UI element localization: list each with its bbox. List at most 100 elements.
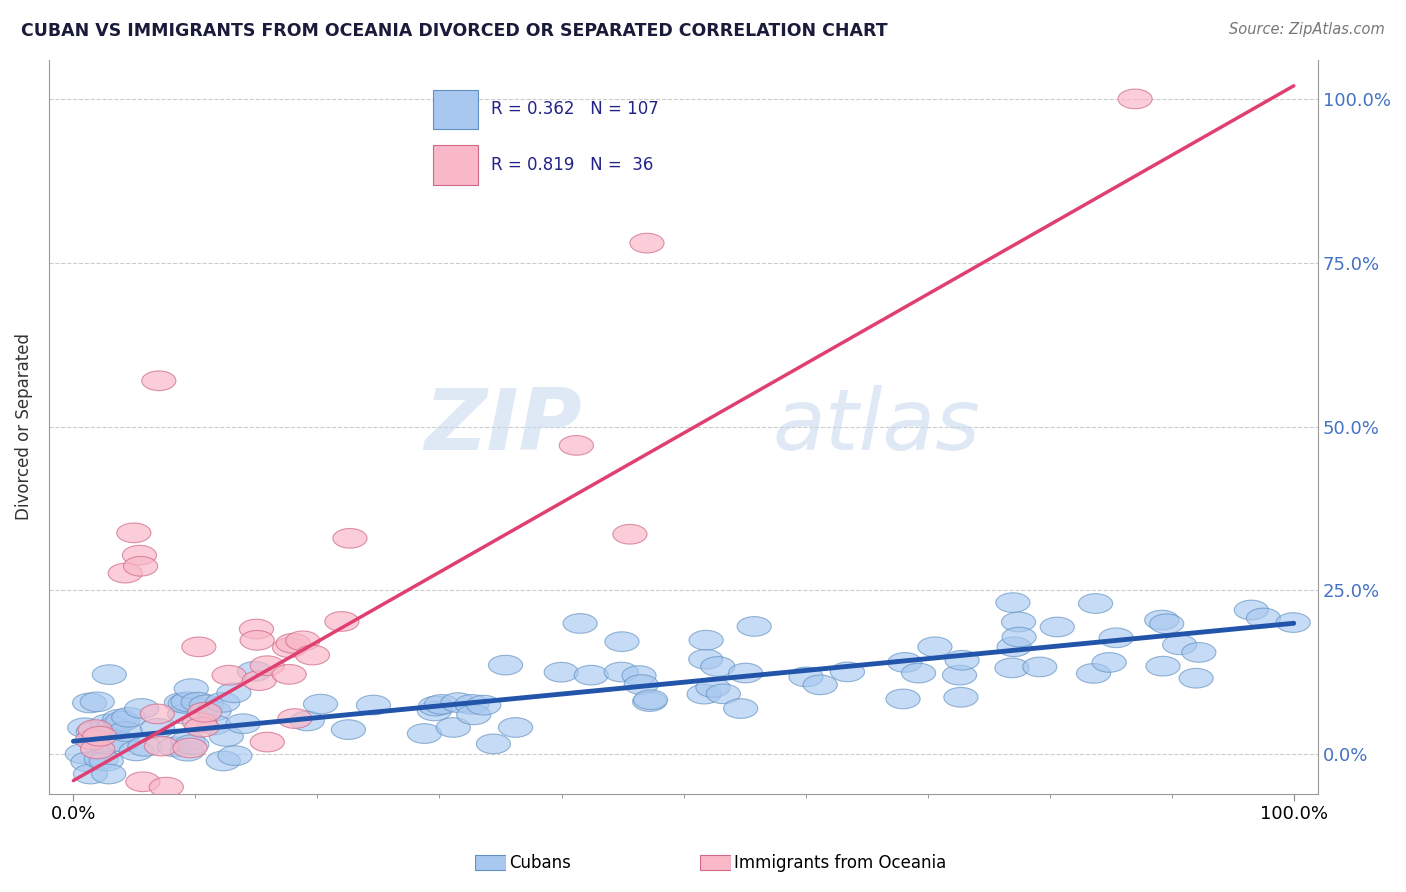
Ellipse shape [1022,657,1057,677]
Ellipse shape [1001,612,1036,632]
Ellipse shape [105,711,139,731]
Ellipse shape [84,749,118,769]
Ellipse shape [1077,664,1111,683]
Ellipse shape [1181,642,1216,662]
Ellipse shape [97,717,131,737]
Ellipse shape [1246,608,1281,628]
Ellipse shape [803,675,838,695]
Ellipse shape [621,665,657,685]
Ellipse shape [157,737,191,756]
Ellipse shape [250,732,284,752]
Ellipse shape [886,690,920,709]
Ellipse shape [125,698,159,718]
Ellipse shape [560,435,593,455]
Ellipse shape [605,632,640,651]
Ellipse shape [477,734,510,754]
Ellipse shape [688,684,721,704]
Ellipse shape [170,741,204,761]
Ellipse shape [1118,89,1152,109]
Ellipse shape [1150,614,1184,633]
Ellipse shape [273,665,307,684]
Ellipse shape [1078,594,1112,614]
Ellipse shape [995,593,1031,613]
Ellipse shape [624,674,658,694]
Ellipse shape [76,730,110,749]
Ellipse shape [425,695,458,714]
Ellipse shape [613,524,647,544]
Ellipse shape [170,731,205,751]
Ellipse shape [111,707,146,727]
Ellipse shape [689,631,723,650]
Ellipse shape [499,718,533,738]
Ellipse shape [1146,657,1180,676]
Ellipse shape [418,701,451,721]
Ellipse shape [1180,668,1213,688]
Ellipse shape [149,777,183,797]
Ellipse shape [76,722,111,741]
Ellipse shape [728,664,762,683]
Ellipse shape [239,619,274,639]
Ellipse shape [73,764,107,784]
Ellipse shape [276,633,311,653]
Ellipse shape [633,692,666,712]
Ellipse shape [918,637,952,657]
Ellipse shape [105,732,139,752]
Text: R = 0.362   N = 107: R = 0.362 N = 107 [491,100,659,119]
Ellipse shape [1234,600,1268,620]
Ellipse shape [325,612,359,632]
Ellipse shape [419,697,453,716]
Ellipse shape [169,694,202,714]
Ellipse shape [605,662,638,681]
Ellipse shape [108,563,142,583]
Ellipse shape [108,722,143,741]
Ellipse shape [67,718,101,738]
Ellipse shape [901,664,935,683]
Ellipse shape [183,713,217,732]
Ellipse shape [80,692,114,712]
Ellipse shape [181,637,217,657]
Ellipse shape [70,752,105,772]
Text: atlas: atlas [772,385,980,468]
Ellipse shape [165,693,198,713]
Bar [433,145,478,185]
Ellipse shape [145,736,179,756]
Ellipse shape [436,717,471,738]
Ellipse shape [273,638,307,657]
Ellipse shape [141,718,174,739]
Ellipse shape [467,696,501,715]
Ellipse shape [1099,628,1133,648]
Ellipse shape [700,657,735,676]
Ellipse shape [226,714,260,733]
Ellipse shape [181,692,215,712]
Ellipse shape [1040,617,1074,637]
Ellipse shape [173,739,207,758]
Ellipse shape [696,678,730,698]
Ellipse shape [887,653,922,673]
Ellipse shape [456,695,489,714]
Ellipse shape [73,693,107,713]
Ellipse shape [285,631,319,650]
Ellipse shape [997,637,1031,657]
Ellipse shape [120,741,153,761]
Ellipse shape [1163,635,1197,655]
Ellipse shape [737,616,772,636]
Ellipse shape [544,663,578,682]
Ellipse shape [197,701,231,721]
Ellipse shape [295,645,329,665]
Y-axis label: Divorced or Separated: Divorced or Separated [15,333,32,520]
Ellipse shape [831,662,865,681]
Text: Immigrants from Oceania: Immigrants from Oceania [734,854,946,871]
Text: ZIP: ZIP [425,385,582,468]
Ellipse shape [789,667,823,687]
Bar [700,855,731,871]
Ellipse shape [304,694,337,714]
Ellipse shape [141,704,174,723]
Ellipse shape [488,656,523,675]
Ellipse shape [238,662,271,681]
Ellipse shape [187,702,222,722]
Ellipse shape [205,692,240,712]
Ellipse shape [89,734,124,754]
Ellipse shape [689,649,723,669]
Ellipse shape [212,665,246,685]
Ellipse shape [242,671,277,690]
